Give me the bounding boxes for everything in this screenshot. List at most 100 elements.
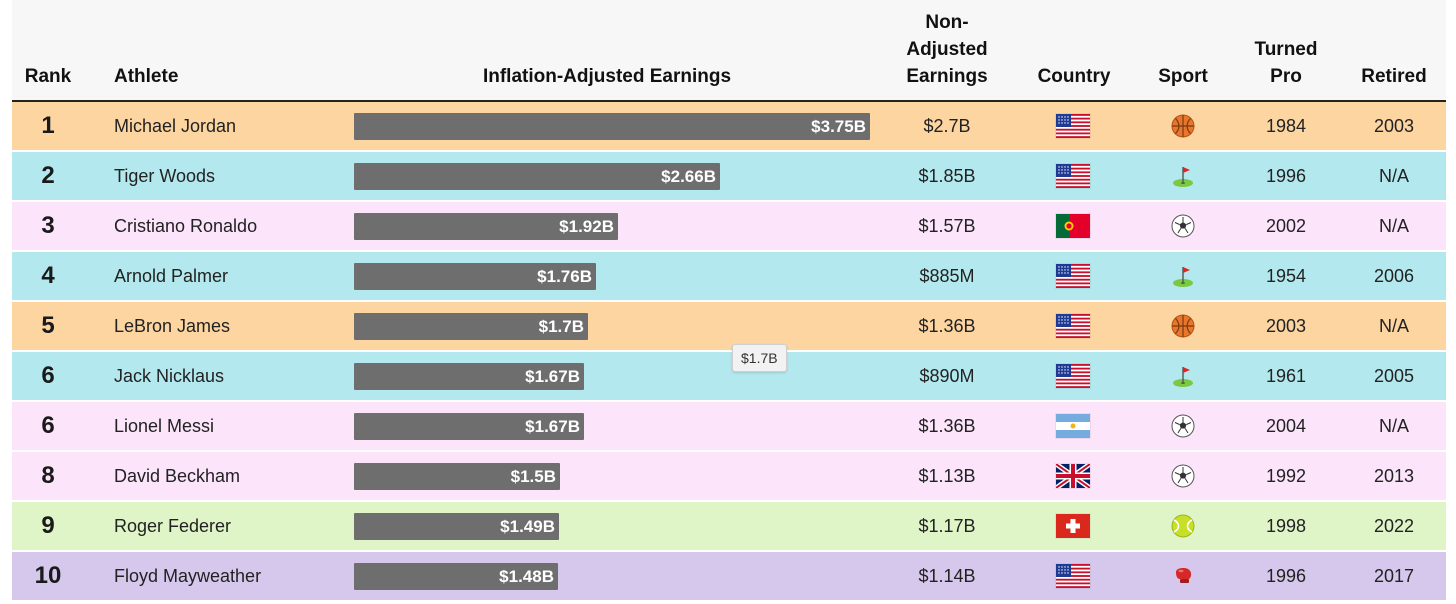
retired-year: N/A [1378,416,1409,436]
earnings-bar[interactable]: $2.66B [354,163,720,190]
country-cell [1012,202,1136,250]
rank-cell: 10 [34,562,62,589]
flag-argentina-icon [1056,414,1090,438]
flag-usa-icon [1056,364,1090,388]
table-row[interactable]: 10 Floyd Mayweather $1.48B $1.14B 1996 2017 [12,552,1446,600]
non-adjusted-earnings: $1.36B [918,316,976,336]
bar-value-label: $1.48B [499,567,554,586]
table-row[interactable]: 5 LeBron James $1.7B $1.36B 2003 N/A [12,302,1446,352]
country-cell [1012,152,1136,200]
sport-cell [1136,202,1230,250]
non-adjusted-earnings: $1.57B [918,216,976,236]
bar-value-label: $1.67B [525,417,580,436]
rank-cell: 6 [41,412,55,439]
earnings-bar[interactable]: $1.67B [354,413,584,440]
soccer-icon [1171,464,1195,488]
rank-cell: 3 [41,212,55,239]
table-row[interactable]: 2 Tiger Woods $2.66B $1.85B 1996 N/A [12,152,1446,202]
bar-value-label: $1.76B [537,267,592,286]
non-adjusted-earnings: $1.85B [918,166,976,186]
table-row[interactable]: 8 David Beckham $1.5B $1.13B 1992 2013 [12,452,1446,502]
table-row[interactable]: 6 Lionel Messi $1.67B $1.36B 2004 N/A [12,402,1446,452]
sport-cell [1136,302,1230,350]
retired-year: 2005 [1373,366,1415,386]
bar-value-label: $2.66B [661,167,716,186]
athlete-name: Jack Nicklaus [114,366,225,386]
non-adjusted-earnings: $2.7B [923,116,971,136]
header-country[interactable]: Country [1037,66,1111,87]
header-inflation-adjusted-earnings[interactable]: Inflation-Adjusted Earnings [482,66,732,87]
earnings-bar[interactable]: $1.92B [354,213,618,240]
earnings-bar[interactable]: $3.75B [354,113,870,140]
earnings-bar[interactable]: $1.76B [354,263,596,290]
rank-cell: 1 [41,112,55,139]
header-turned-pro[interactable]: Turned Pro [1254,39,1318,87]
retired-year: N/A [1378,166,1409,186]
retired-year: N/A [1378,316,1409,336]
athlete-name: Lionel Messi [114,416,215,436]
country-cell [1012,502,1136,550]
country-cell [1012,352,1136,400]
table-row[interactable]: 6 Jack Nicklaus $1.67B $890M 1961 2005 [12,352,1446,402]
country-cell [1012,402,1136,450]
bar-value-label: $1.92B [559,217,614,236]
country-cell [1012,552,1136,600]
athlete-earnings-table: Rank Athlete Inflation-Adjusted Earnings… [12,0,1446,604]
header-rank[interactable]: Rank [24,66,72,87]
rank-cell: 2 [41,162,55,189]
header-sport[interactable]: Sport [1158,66,1208,87]
non-adjusted-earnings: $890M [919,366,975,386]
retired-year: N/A [1378,216,1409,236]
turned-pro-year: 2004 [1265,416,1307,436]
soccer-icon [1171,414,1195,438]
bar-tooltip: $1.7B [732,344,787,372]
rank-cell: 9 [41,512,55,539]
country-cell [1012,252,1136,300]
retired-year: 2017 [1373,566,1415,586]
sport-cell [1136,152,1230,200]
turned-pro-year: 1984 [1265,116,1307,136]
boxing-icon [1171,564,1195,588]
earnings-bar[interactable]: $1.67B [354,363,584,390]
turned-pro-year: 1996 [1265,166,1307,186]
bar-value-label: $1.5B [510,467,556,486]
basketball-icon [1171,114,1195,138]
turned-pro-year: 1992 [1265,466,1307,486]
table-row[interactable]: 9 Roger Federer $1.49B $1.17B 1998 2022 [12,502,1446,552]
non-adjusted-earnings: $885M [919,266,975,286]
rank-cell: 4 [41,262,55,289]
tennis-icon [1171,514,1195,538]
table-row[interactable]: 4 Arnold Palmer $1.76B $885M 1954 2006 [12,252,1446,302]
sport-cell [1136,102,1230,150]
flag-usa-icon [1056,314,1090,338]
turned-pro-year: 1996 [1265,566,1307,586]
retired-year: 2006 [1373,266,1415,286]
earnings-bar[interactable]: $1.48B [354,563,558,590]
non-adjusted-earnings: $1.17B [918,516,976,536]
earnings-bar[interactable]: $1.49B [354,513,559,540]
earnings-bar[interactable]: $1.7B [354,313,588,340]
athlete-name: David Beckham [114,466,241,486]
flag-switzerland-icon [1056,514,1090,538]
athlete-name: Arnold Palmer [114,266,229,286]
basketball-icon [1171,314,1195,338]
table-row[interactable]: 1 Michael Jordan $3.75B $2.7B 1984 2003 [12,102,1446,152]
flag-usa-icon [1056,114,1090,138]
turned-pro-year: 2003 [1265,316,1307,336]
golf-icon [1171,264,1195,288]
table-row[interactable]: 3 Cristiano Ronaldo $1.92B $1.57B 2002 N/A [12,202,1446,252]
retired-year: 2003 [1373,116,1415,136]
flag-usa-icon [1056,264,1090,288]
turned-pro-year: 1954 [1265,266,1307,286]
header-athlete[interactable]: Athlete [114,66,179,87]
header-retired[interactable]: Retired [1361,66,1427,87]
rank-cell: 8 [41,462,55,489]
flag-uk-icon [1056,464,1090,488]
retired-year: 2013 [1373,466,1415,486]
header-non-adjusted-earnings[interactable]: Non- Adjusted Earnings [906,12,988,87]
non-adjusted-earnings: $1.13B [918,466,976,486]
earnings-bar[interactable]: $1.5B [354,463,560,490]
athlete-name: Michael Jordan [114,116,237,136]
bar-value-label: $3.75B [811,117,866,136]
sport-cell [1136,352,1230,400]
